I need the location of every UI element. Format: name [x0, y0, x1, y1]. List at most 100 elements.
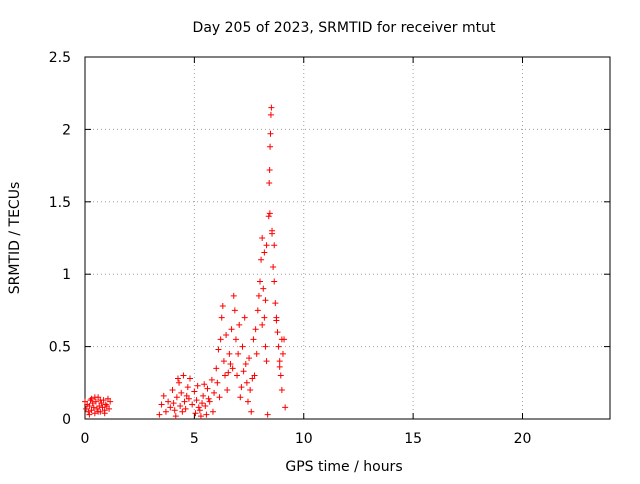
- data-point: [101, 410, 108, 417]
- data-point: [254, 307, 261, 314]
- axes-layer: [84, 56, 611, 420]
- data-point: [189, 401, 196, 408]
- data-point: [173, 394, 180, 401]
- data-point: [195, 404, 202, 411]
- data-point: [90, 404, 97, 411]
- data-point: [247, 387, 254, 394]
- data-point: [262, 343, 269, 350]
- data-point: [169, 387, 176, 394]
- data-point: [202, 402, 209, 409]
- data-point: [220, 358, 227, 365]
- data-point: [193, 397, 200, 404]
- data-point: [102, 401, 109, 408]
- y-tick-label: 1: [62, 267, 71, 283]
- data-point: [158, 401, 165, 408]
- data-point: [203, 411, 210, 418]
- y-tick-label: 2.5: [49, 50, 71, 66]
- points-layer: [82, 104, 289, 420]
- data-point: [217, 336, 224, 343]
- data-point: [227, 360, 234, 367]
- data-point: [258, 256, 265, 263]
- data-point: [192, 410, 199, 417]
- data-point: [231, 307, 238, 314]
- data-point: [201, 381, 208, 388]
- data-point: [237, 394, 244, 401]
- data-point: [191, 388, 198, 395]
- data-point: [181, 398, 188, 405]
- data-point: [269, 230, 276, 237]
- data-point: [167, 404, 174, 411]
- data-point: [276, 358, 283, 365]
- data-point: [91, 394, 98, 401]
- data-point: [263, 242, 270, 249]
- data-point: [86, 411, 93, 418]
- y-tick-label: 0.5: [49, 340, 71, 356]
- data-point: [222, 372, 228, 379]
- data-point: [206, 398, 213, 405]
- data-point: [225, 369, 232, 376]
- data-point: [219, 303, 226, 310]
- data-point: [267, 130, 274, 137]
- data-point: [244, 398, 251, 405]
- y-tick-label: 1.5: [49, 195, 71, 211]
- data-point: [160, 392, 167, 399]
- x-tick-label: 15: [404, 431, 422, 447]
- data-point: [95, 408, 102, 415]
- data-point: [92, 398, 99, 405]
- data-point: [278, 336, 285, 343]
- data-point: [262, 297, 269, 304]
- data-point: [214, 379, 221, 386]
- data-point: [238, 384, 245, 391]
- x-tick-label: 20: [514, 431, 532, 447]
- data-point: [239, 343, 246, 350]
- data-point: [270, 263, 277, 270]
- data-point: [228, 326, 235, 333]
- data-point: [174, 375, 181, 382]
- x-tick-label: 10: [295, 431, 313, 447]
- data-point: [197, 413, 204, 420]
- data-point: [249, 375, 256, 382]
- data-point: [252, 326, 259, 333]
- data-point: [211, 389, 218, 396]
- grid-layer: [85, 57, 610, 419]
- data-point: [268, 104, 275, 111]
- data-point: [242, 360, 249, 367]
- data-point: [243, 379, 250, 386]
- data-point: [232, 336, 239, 343]
- data-point: [184, 384, 191, 391]
- data-point: [282, 404, 289, 411]
- data-point: [196, 407, 203, 414]
- data-point: [276, 363, 283, 370]
- data-point: [277, 372, 284, 379]
- data-point: [250, 336, 257, 343]
- data-point: [274, 329, 281, 336]
- data-point: [89, 400, 96, 407]
- data-point: [248, 408, 255, 415]
- data-point: [263, 358, 270, 365]
- data-point: [179, 408, 186, 415]
- data-point: [255, 292, 262, 299]
- data-point: [240, 368, 247, 375]
- x-tick-label: 5: [190, 431, 199, 447]
- data-point: [194, 382, 201, 389]
- data-point: [176, 379, 183, 386]
- y-tick-label: 2: [62, 122, 71, 138]
- data-point: [278, 387, 285, 394]
- data-point: [97, 397, 104, 404]
- data-point: [266, 179, 273, 186]
- data-point: [259, 235, 266, 241]
- data-point: [106, 405, 113, 412]
- data-point: [265, 213, 272, 220]
- data-point: [272, 300, 279, 307]
- data-point: [170, 400, 177, 407]
- data-point: [216, 394, 223, 401]
- data-point: [257, 278, 263, 285]
- data-point: [259, 321, 266, 328]
- data-point: [226, 350, 233, 357]
- data-point: [178, 389, 185, 396]
- x-axis-label: GPS time / hours: [285, 459, 402, 475]
- data-point: [266, 166, 273, 173]
- data-point: [279, 350, 286, 357]
